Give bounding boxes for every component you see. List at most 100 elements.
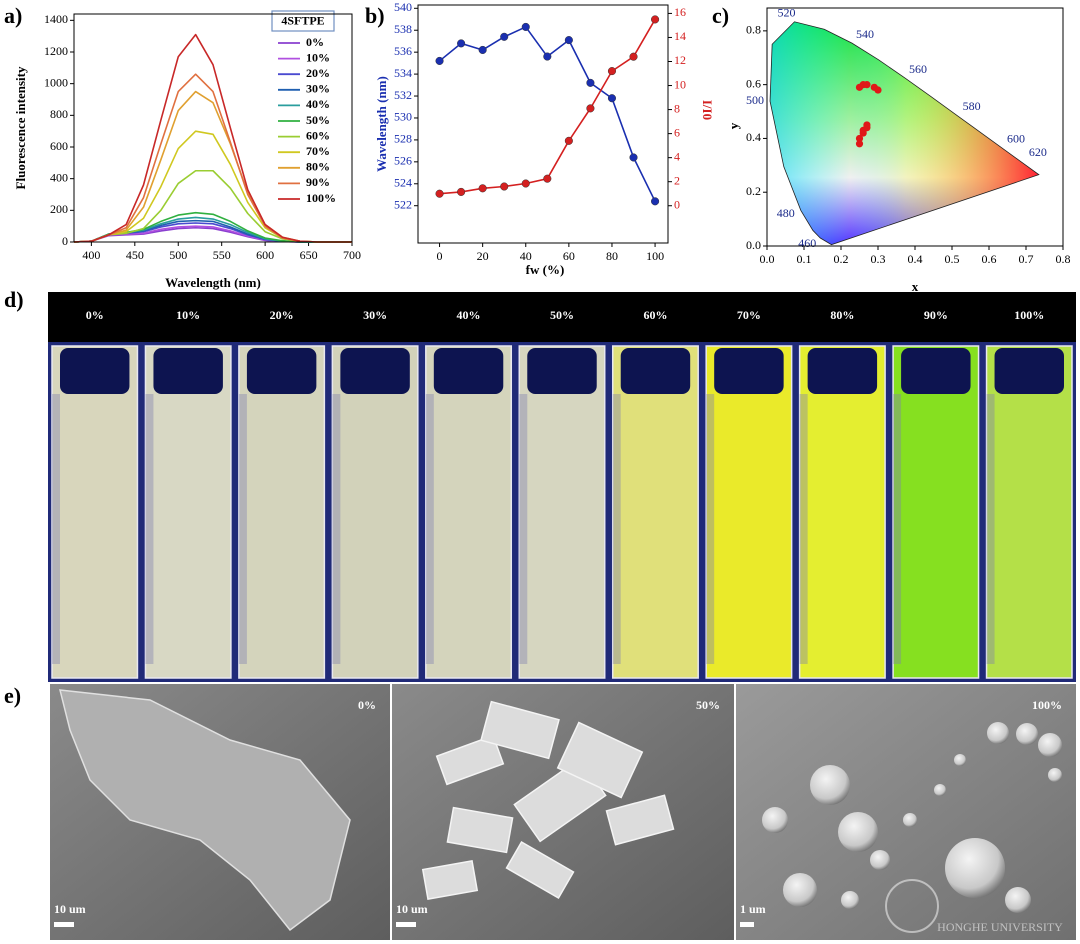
y-tick-label: 1200: [44, 44, 68, 58]
data-point: [863, 81, 871, 89]
concentration-label: 60%: [643, 308, 667, 322]
wavelength-label: 480: [777, 206, 795, 220]
sem-label: 50%: [696, 698, 720, 712]
cuvette: [144, 345, 232, 679]
y2-tick-label: 0: [674, 197, 680, 211]
data-point: [435, 56, 444, 65]
data-point: [521, 22, 530, 31]
cuvette: [425, 345, 513, 679]
panel-label: c): [712, 3, 729, 28]
y2-axis-label: I/I0: [700, 100, 715, 120]
series-line: [73, 33, 352, 243]
cie-gamut: [770, 21, 1039, 245]
legend-label: 10%: [306, 50, 330, 64]
data-point: [586, 78, 595, 87]
data-point: [500, 32, 509, 41]
x-axis-label: Wavelength (nm): [165, 275, 261, 290]
sem-sphere: [783, 873, 817, 907]
sem-sphere: [1048, 768, 1062, 782]
cuvette-cap: [246, 348, 317, 394]
x-tick-label: 0.0: [760, 252, 775, 266]
legend-label: 90%: [306, 175, 330, 189]
concentration-label: 90%: [924, 308, 948, 322]
sem-sphere: [762, 807, 788, 833]
concentration-label: 0%: [86, 308, 104, 322]
cuvette-shadow: [519, 394, 528, 664]
cuvette-cap: [60, 348, 130, 394]
legend-title: 4SFTPE: [281, 13, 324, 27]
data-point: [586, 104, 595, 113]
x-tick-label: 0.6: [982, 252, 997, 266]
y-tick-label: 0: [62, 234, 68, 248]
series-line: [439, 19, 656, 195]
sem-plate: [605, 794, 675, 846]
y-axis-label: y: [726, 122, 741, 129]
x-tick-label: 40: [520, 249, 532, 263]
sem-plate: [446, 806, 514, 854]
y-tick-label: 540: [394, 0, 412, 14]
photo-band: [48, 292, 1076, 342]
concentration-label: 80%: [830, 308, 854, 322]
panel-label: b): [365, 3, 385, 28]
cuvette-shadow: [612, 394, 621, 664]
cuvette-cap: [340, 348, 410, 394]
sem-plate: [435, 734, 505, 786]
data-point: [435, 189, 444, 198]
sem-sphere: [1016, 723, 1038, 745]
scale-bar: [740, 922, 754, 927]
cuvette-shadow: [986, 394, 995, 664]
x-tick-label: 650: [300, 248, 318, 262]
concentration-label: 30%: [363, 308, 387, 322]
cuvette: [238, 345, 326, 679]
plot-frame: [766, 7, 1064, 247]
x-tick-label: 0.8: [1056, 252, 1071, 266]
y-tick-label: 534: [394, 66, 412, 80]
y2-tick-label: 6: [674, 125, 680, 139]
panel-label: e): [4, 683, 21, 708]
legend-label: 50%: [306, 113, 330, 127]
data-point: [607, 67, 617, 76]
scale-bar-label: 10 um: [54, 902, 86, 916]
y-tick-label: 400: [50, 170, 68, 184]
legend-label: 60%: [306, 128, 330, 142]
concentration-label: 40%: [457, 308, 481, 322]
wavelength-label: 540: [856, 27, 874, 41]
data-point: [500, 182, 509, 191]
x-tick-label: 500: [169, 248, 187, 262]
y-tick-label: 532: [394, 88, 412, 102]
legend-label: 40%: [306, 97, 330, 111]
x-tick-label: 100: [646, 249, 664, 263]
x-axis-label: x: [912, 279, 919, 294]
y-tick-label: 538: [394, 22, 412, 36]
sem-plate: [505, 840, 575, 900]
data-point: [855, 134, 864, 143]
x-axis-label: fw (%): [526, 262, 565, 277]
sem-label: 100%: [1032, 698, 1062, 712]
y-tick-label: 0.8: [746, 23, 761, 37]
y-tick-label: 600: [50, 139, 68, 153]
cuvette-cap: [433, 348, 504, 394]
concentration-label: 100%: [1014, 308, 1044, 322]
cuvette-shadow: [145, 394, 154, 664]
cuvette-shadow: [425, 394, 434, 664]
scale-bar: [396, 922, 416, 927]
data-point: [543, 52, 552, 61]
y2-tick-label: 2: [674, 173, 680, 187]
sem-sphere: [838, 812, 878, 852]
data-point: [564, 36, 573, 45]
cuvette: [51, 345, 139, 679]
sem-plate: [556, 721, 644, 799]
y-tick-label: 528: [394, 132, 412, 146]
cuvette: [518, 345, 606, 679]
cuvette-shadow: [799, 394, 808, 664]
data-point: [564, 136, 573, 145]
x-tick-label: 60: [563, 249, 575, 263]
y-tick-label: 530: [394, 110, 412, 124]
panel-label: a): [4, 3, 22, 28]
sem-sphere: [1038, 733, 1062, 757]
x-tick-label: 0.1: [797, 252, 812, 266]
y2-tick-label: 14: [674, 29, 686, 43]
y-tick-label: 526: [394, 154, 412, 168]
sem-plate: [480, 700, 560, 760]
